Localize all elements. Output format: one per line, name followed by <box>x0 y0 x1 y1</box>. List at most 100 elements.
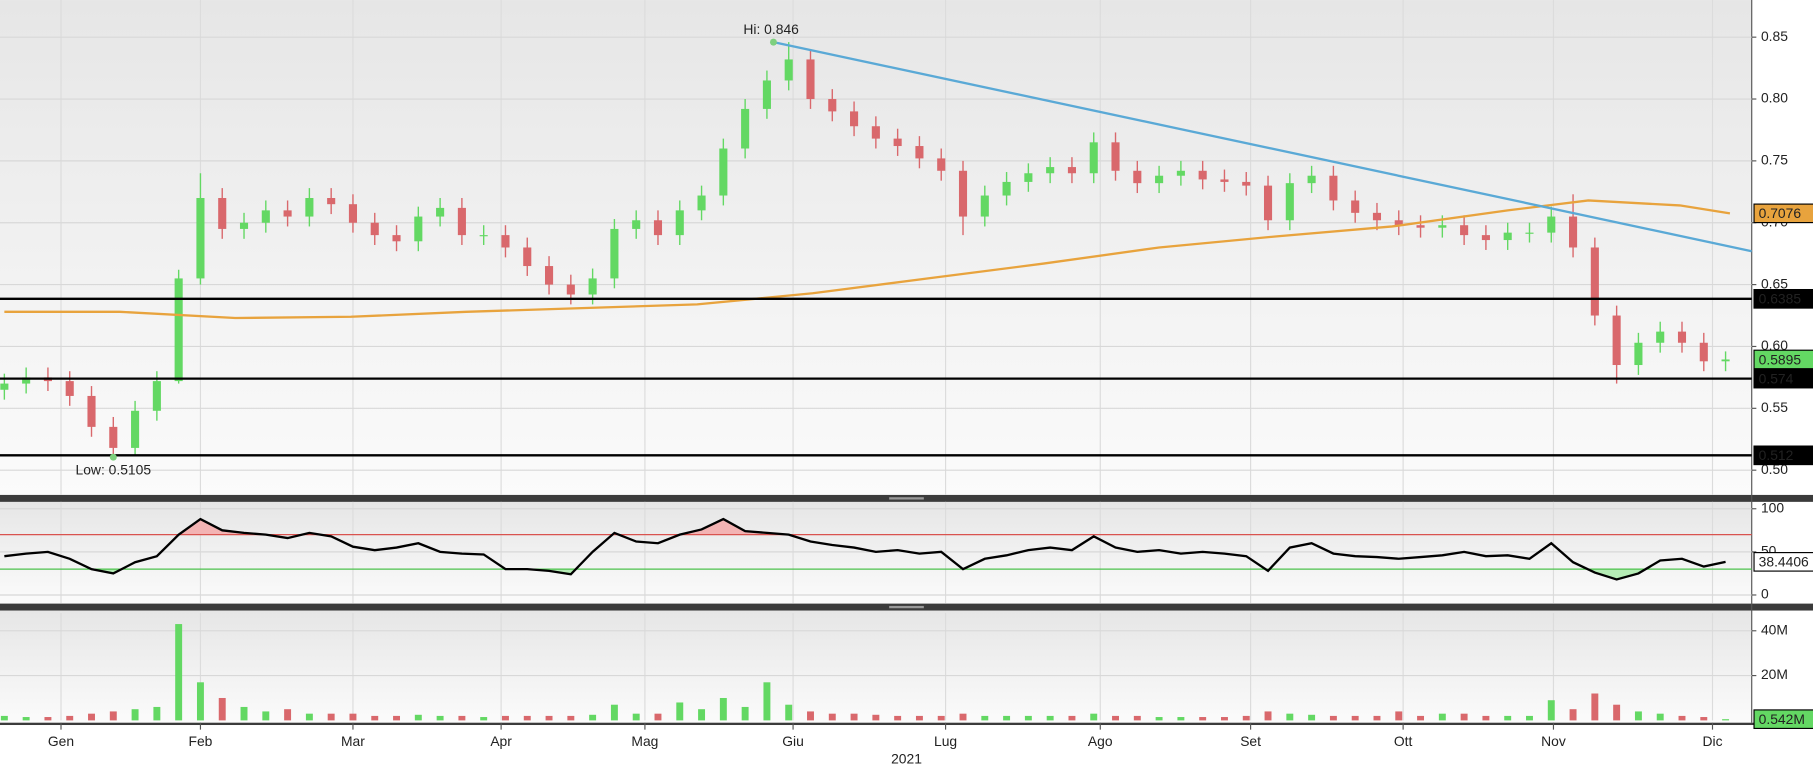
candle-body <box>239 222 249 229</box>
volume-bar <box>1722 719 1730 721</box>
candle-body <box>283 210 292 217</box>
volume-bar <box>1591 693 1599 721</box>
volume-bar <box>1090 713 1098 721</box>
volume-bar <box>1264 711 1272 721</box>
candle-body <box>87 395 96 427</box>
candle-body <box>1525 232 1534 234</box>
volume-bar <box>610 704 618 721</box>
candle-body <box>305 197 314 217</box>
volume-bar <box>915 715 923 721</box>
candle-body <box>174 278 183 382</box>
volume-bar <box>654 713 662 721</box>
volume-bar <box>1046 715 1054 721</box>
candle-body <box>1372 212 1382 221</box>
annotation-marker <box>769 38 777 46</box>
candle-body <box>1089 142 1098 174</box>
volume-bar <box>284 709 292 721</box>
candle-body <box>1634 342 1643 366</box>
volume-bar <box>1286 713 1294 721</box>
volume-bar <box>894 715 902 721</box>
x-tick-label: Ago <box>1088 733 1113 749</box>
candle-body <box>1416 225 1425 228</box>
candle-body <box>871 126 880 139</box>
volume-bar <box>262 711 270 721</box>
x-tick-label: Mar <box>341 733 365 749</box>
candle-body <box>1242 181 1251 186</box>
annotation-marker <box>109 453 117 461</box>
x-axis-label: 2021 <box>891 750 922 766</box>
level-label: 0.574 <box>1759 370 1794 386</box>
volume-bar <box>1112 715 1119 721</box>
separator-handle <box>889 497 924 500</box>
candle-body <box>1547 216 1556 233</box>
rsi-last-label: 38.4406 <box>1759 554 1809 570</box>
y-tick-label: 100 <box>1761 499 1784 515</box>
price-panel <box>0 0 1752 495</box>
candle-body <box>1481 235 1490 241</box>
candle-body <box>1111 142 1120 171</box>
volume-bar <box>1373 715 1381 721</box>
volume-last-label-box <box>1753 709 1813 730</box>
candle-body <box>1612 315 1621 366</box>
candle-body <box>1656 331 1665 343</box>
x-tick-label: Set <box>1240 733 1261 749</box>
candle-body <box>958 170 968 217</box>
candle-body <box>1503 232 1512 241</box>
candle-body <box>1046 167 1055 174</box>
volume-bar <box>589 714 597 721</box>
volume-bar <box>719 697 727 721</box>
volume-bar <box>1438 713 1446 721</box>
candle-body <box>1155 175 1164 184</box>
candle-body <box>327 197 336 205</box>
level-label-box <box>1753 288 1813 309</box>
y-tick-label: 0.60 <box>1761 337 1788 353</box>
candle-body <box>610 228 619 279</box>
last-close-label: 0.5895 <box>1759 351 1802 367</box>
volume-bar <box>502 715 509 721</box>
moving-average <box>4 199 1731 320</box>
x-tick-label: Giu <box>782 733 804 749</box>
annotation: Low: 0.5105 <box>76 462 152 478</box>
volume-bar <box>937 715 945 721</box>
candle-body <box>414 216 423 242</box>
candle-body <box>1569 216 1578 248</box>
candle-body <box>0 383 9 390</box>
candle-body <box>109 426 118 448</box>
volume-bar <box>545 715 553 721</box>
volume-bar <box>196 682 204 721</box>
volume-bar <box>109 711 117 721</box>
candle-body <box>131 410 140 448</box>
volume-bar <box>1569 709 1577 721</box>
volume-bar <box>1220 717 1228 721</box>
volume-bar <box>305 713 313 721</box>
y-tick-label: 0.75 <box>1761 152 1788 168</box>
volume-bar <box>1460 713 1468 721</box>
volume-bar <box>1155 717 1163 721</box>
volume-bar <box>1613 704 1621 721</box>
candle-body <box>1677 331 1687 343</box>
x-tick-label: Ott <box>1394 733 1413 749</box>
candle-body <box>370 222 379 236</box>
volume-bar <box>1003 715 1011 721</box>
candle-body <box>1307 175 1316 184</box>
candle-body <box>1721 359 1730 362</box>
y-tick-label: 0.65 <box>1761 275 1788 291</box>
candle-body <box>348 204 358 223</box>
volume-bar <box>1199 717 1207 721</box>
volume-bar <box>66 715 74 721</box>
candle-body <box>1590 247 1599 316</box>
candle-body <box>784 59 793 81</box>
candle-body <box>1263 185 1273 221</box>
volume-bar <box>807 711 814 721</box>
volume-last-label: 0.542M <box>1759 711 1805 727</box>
volume-bar <box>1634 711 1642 721</box>
level-label: 0.512 <box>1759 447 1794 463</box>
candle-body <box>544 266 554 285</box>
volume-bar <box>22 717 30 721</box>
ma-last-label: 0.7076 <box>1759 205 1802 221</box>
candle-body <box>1176 170 1185 176</box>
volume-bar <box>0 715 8 721</box>
volume-bar <box>1547 700 1555 721</box>
